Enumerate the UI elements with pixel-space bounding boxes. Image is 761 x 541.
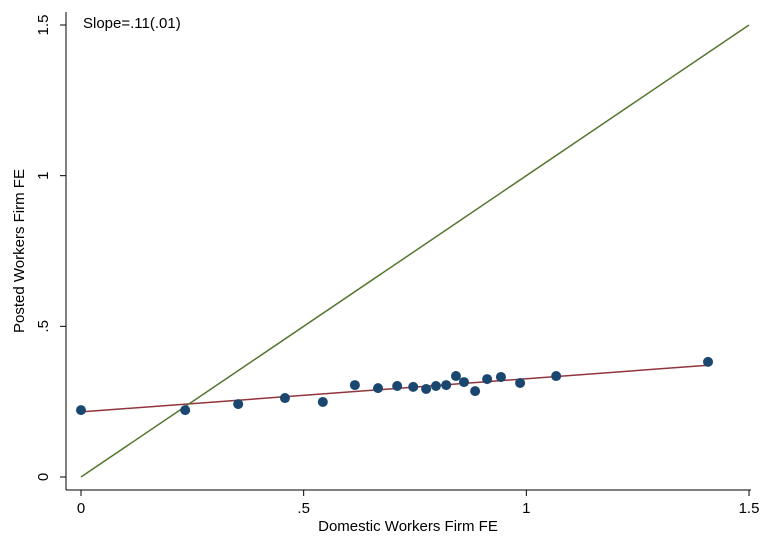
point bbox=[421, 384, 432, 395]
x-tick-label: 0 bbox=[77, 500, 85, 517]
x-tick-label: .5 bbox=[297, 500, 310, 517]
x-tick-label: 1 bbox=[522, 500, 530, 517]
point bbox=[430, 380, 441, 391]
x-tick-label: 1.5 bbox=[739, 500, 760, 517]
x-axis-title: Domestic Workers Firm FE bbox=[318, 518, 498, 535]
point bbox=[703, 356, 714, 367]
y-tick-label: 0 bbox=[35, 473, 52, 481]
point bbox=[470, 386, 481, 397]
point bbox=[515, 377, 526, 388]
y-tick-label: 1 bbox=[35, 171, 52, 179]
point bbox=[349, 380, 360, 391]
y-tick-label: .5 bbox=[35, 320, 52, 333]
point bbox=[450, 371, 461, 382]
point bbox=[482, 374, 493, 385]
point bbox=[180, 405, 191, 416]
point bbox=[373, 383, 384, 394]
point bbox=[317, 396, 328, 407]
point bbox=[551, 371, 562, 382]
point bbox=[458, 377, 469, 388]
point bbox=[76, 405, 86, 416]
point bbox=[495, 371, 506, 382]
line bbox=[80, 24, 750, 478]
y-axis-title: Posted Workers Firm FE bbox=[11, 169, 28, 333]
point bbox=[441, 380, 452, 391]
annotation: Slope=.11(.01) bbox=[83, 15, 181, 32]
point bbox=[392, 380, 403, 391]
y-tick-label: 1.5 bbox=[35, 15, 52, 36]
point bbox=[408, 381, 419, 392]
point bbox=[279, 393, 290, 404]
point bbox=[233, 399, 244, 410]
